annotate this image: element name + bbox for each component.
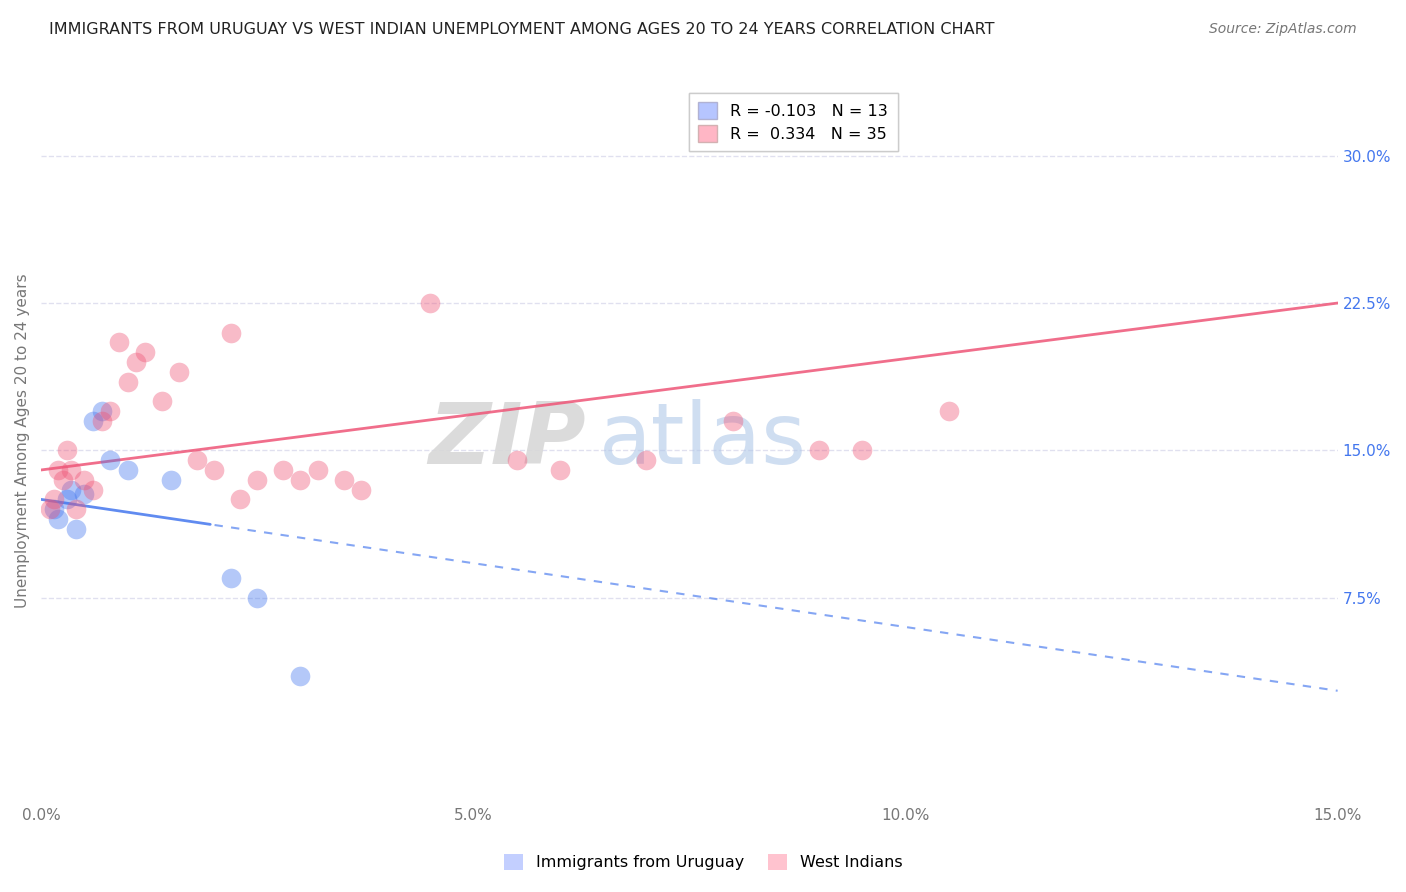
Point <box>56 492 79 507</box>
Point <box>60 463 83 477</box>
Point <box>169 365 191 379</box>
Point <box>60 483 83 497</box>
Legend: R = -0.103   N = 13, R =  0.334   N = 35: R = -0.103 N = 13, R = 0.334 N = 35 <box>689 93 897 152</box>
Point <box>636 453 658 467</box>
Point <box>65 502 87 516</box>
Point <box>90 404 112 418</box>
Text: IMMIGRANTS FROM URUGUAY VS WEST INDIAN UNEMPLOYMENT AMONG AGES 20 TO 24 YEARS CO: IMMIGRANTS FROM URUGUAY VS WEST INDIAN U… <box>49 22 994 37</box>
Point <box>52 473 75 487</box>
Point <box>505 453 527 467</box>
Point <box>42 492 65 507</box>
Point <box>290 473 312 487</box>
Y-axis label: Unemployment Among Ages 20 to 24 years: Unemployment Among Ages 20 to 24 years <box>15 273 30 607</box>
Point <box>246 473 269 487</box>
Point <box>290 669 312 683</box>
Text: Source: ZipAtlas.com: Source: ZipAtlas.com <box>1209 22 1357 37</box>
Point <box>117 463 139 477</box>
Legend: Immigrants from Uruguay, West Indians: Immigrants from Uruguay, West Indians <box>498 847 908 877</box>
Point <box>938 404 960 418</box>
Point <box>219 326 242 340</box>
Point <box>246 591 269 605</box>
Point <box>271 463 294 477</box>
Point <box>808 443 831 458</box>
Point <box>548 463 571 477</box>
Point <box>65 522 87 536</box>
Point <box>42 502 65 516</box>
Point <box>150 394 173 409</box>
Point <box>350 483 373 497</box>
Point <box>73 473 96 487</box>
Point <box>134 345 156 359</box>
Point <box>229 492 252 507</box>
Point <box>851 443 873 458</box>
Point <box>202 463 225 477</box>
Point <box>82 414 104 428</box>
Point <box>721 414 744 428</box>
Point <box>48 512 70 526</box>
Point <box>82 483 104 497</box>
Point <box>48 463 70 477</box>
Point <box>125 355 148 369</box>
Point <box>98 404 121 418</box>
Point <box>98 453 121 467</box>
Point <box>159 473 181 487</box>
Text: ZIP: ZIP <box>427 399 586 482</box>
Point <box>219 571 242 585</box>
Point <box>73 486 96 500</box>
Point <box>117 375 139 389</box>
Point <box>332 473 354 487</box>
Point <box>90 414 112 428</box>
Point <box>38 502 60 516</box>
Point <box>56 443 79 458</box>
Point <box>186 453 208 467</box>
Point <box>307 463 329 477</box>
Point <box>419 296 441 310</box>
Point <box>108 335 131 350</box>
Text: atlas: atlas <box>599 399 807 482</box>
